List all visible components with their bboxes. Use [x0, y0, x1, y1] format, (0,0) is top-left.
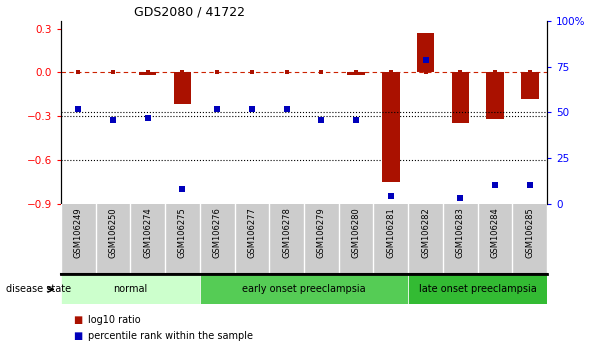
- Bar: [408, 274, 547, 304]
- Text: GSM106285: GSM106285: [525, 207, 534, 258]
- Text: GSM106279: GSM106279: [317, 207, 326, 258]
- Text: disease state: disease state: [6, 284, 71, 295]
- Bar: [486, 72, 504, 119]
- Bar: [174, 72, 191, 104]
- Text: late onset preeclampsia: late onset preeclampsia: [419, 284, 537, 295]
- Text: GSM106284: GSM106284: [491, 207, 500, 258]
- Text: GSM106282: GSM106282: [421, 207, 430, 258]
- Text: normal: normal: [113, 284, 147, 295]
- Bar: [417, 33, 434, 72]
- Text: GSM106283: GSM106283: [456, 207, 465, 258]
- Text: GSM106275: GSM106275: [178, 207, 187, 258]
- Bar: [452, 72, 469, 123]
- Text: GSM106281: GSM106281: [386, 207, 395, 258]
- Bar: [521, 72, 539, 98]
- Text: GSM106278: GSM106278: [282, 207, 291, 258]
- Text: GSM106276: GSM106276: [213, 207, 222, 258]
- Text: percentile rank within the sample: percentile rank within the sample: [88, 331, 253, 341]
- Bar: [347, 72, 365, 75]
- Text: ■: ■: [73, 331, 82, 341]
- Text: GDS2080 / 41722: GDS2080 / 41722: [134, 6, 245, 19]
- Bar: [200, 274, 408, 304]
- Text: GSM106277: GSM106277: [247, 207, 257, 258]
- Bar: [139, 72, 156, 75]
- Text: ■: ■: [73, 315, 82, 325]
- Text: log10 ratio: log10 ratio: [88, 315, 141, 325]
- Bar: [382, 72, 399, 182]
- Bar: [61, 274, 200, 304]
- Text: GSM106249: GSM106249: [74, 207, 83, 258]
- Text: GSM106274: GSM106274: [143, 207, 152, 258]
- Text: GSM106280: GSM106280: [351, 207, 361, 258]
- Text: early onset preeclampsia: early onset preeclampsia: [242, 284, 366, 295]
- Text: GSM106250: GSM106250: [108, 207, 117, 258]
